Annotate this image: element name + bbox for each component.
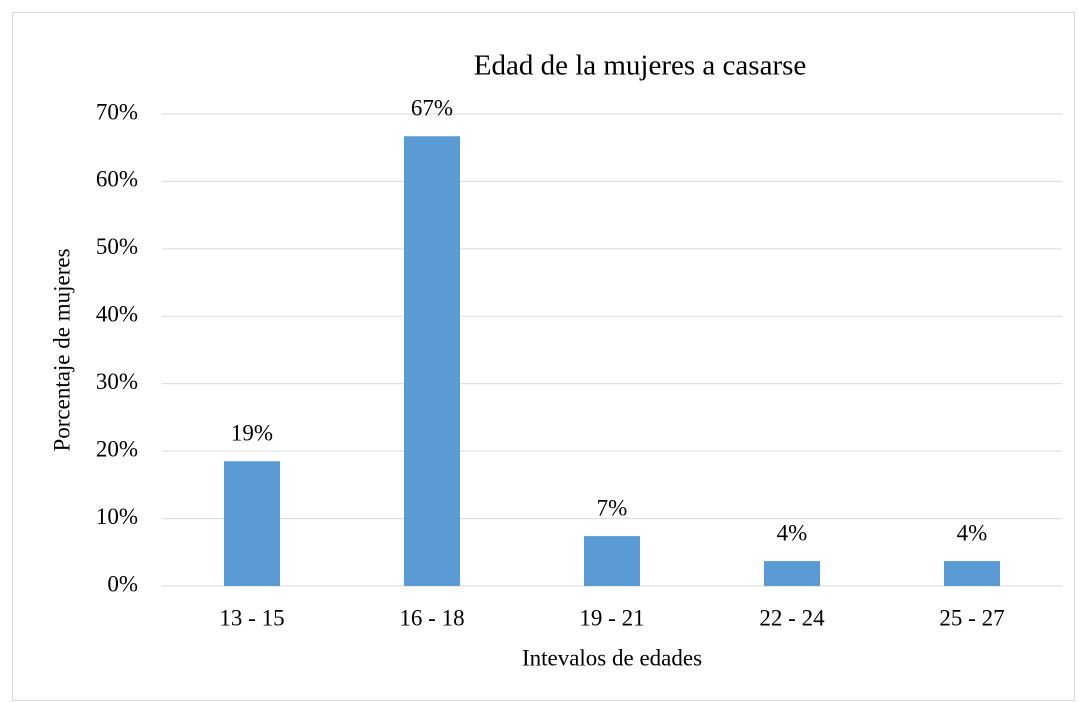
y-tick-label: 10%	[96, 504, 138, 529]
y-tick-label: 30%	[96, 369, 138, 394]
x-tick-label: 13 - 15	[219, 605, 284, 630]
chart-border	[12, 12, 1075, 701]
bar	[224, 461, 280, 586]
chart-title: Edad de la mujeres a casarse	[474, 50, 807, 82]
x-axis-label: Intevalos de edades	[522, 645, 702, 670]
bar	[944, 561, 1000, 586]
data-label: 67%	[411, 96, 453, 121]
y-tick-label: 60%	[96, 167, 138, 192]
y-tick-label: 50%	[96, 234, 138, 259]
y-tick-label: 70%	[96, 99, 138, 124]
bar	[404, 136, 460, 586]
x-tick-label: 19 - 21	[579, 605, 644, 630]
y-tick-label: 0%	[107, 571, 138, 596]
y-tick-label: 40%	[96, 302, 138, 327]
x-tick-label: 16 - 18	[399, 605, 464, 630]
data-label: 19%	[231, 421, 273, 446]
x-tick-label: 25 - 27	[939, 605, 1004, 630]
data-label: 7%	[597, 495, 628, 520]
bar	[584, 536, 640, 586]
data-label: 4%	[777, 520, 808, 545]
bar	[764, 561, 820, 586]
y-axis-label: Porcentaje de mujeres	[49, 248, 74, 451]
y-tick-label: 20%	[96, 436, 138, 461]
x-tick-label: 22 - 24	[759, 605, 825, 630]
data-label: 4%	[957, 520, 988, 545]
